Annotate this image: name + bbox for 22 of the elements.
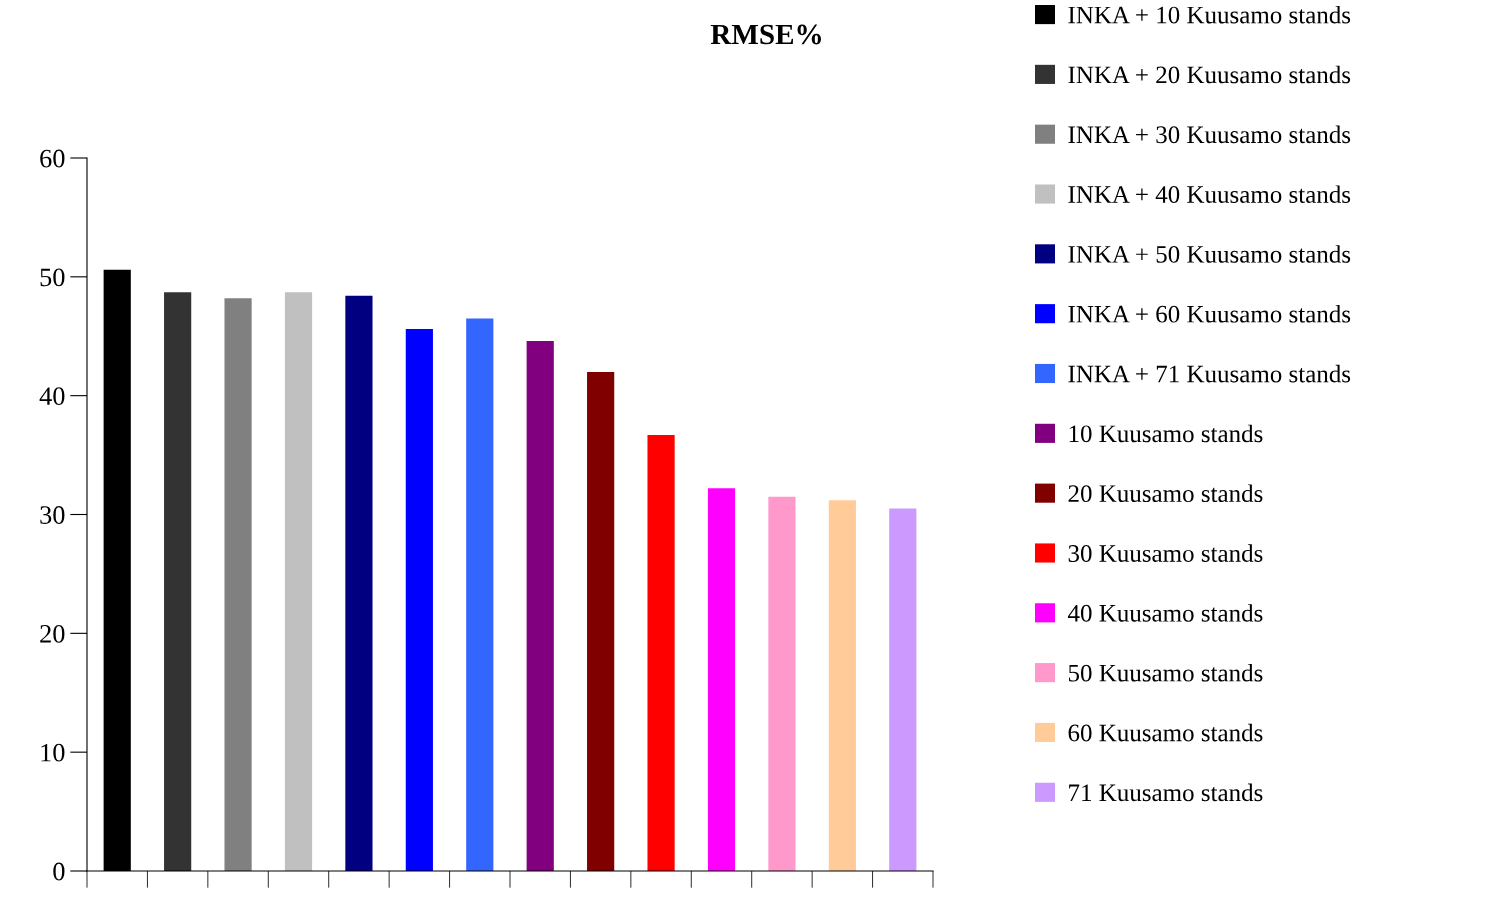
chart-title: RMSE% (710, 24, 821, 45)
legend-label: 10 Kuusamo stands (1069, 424, 1263, 443)
legend-label: 60 Kuusamo stands (1068, 723, 1263, 742)
legend-label: 20 Kuusamo stands (1068, 484, 1263, 503)
y-tick-label: 10 (41, 743, 65, 762)
legend-label: 50 Kuusamo stands (1068, 663, 1263, 682)
y-tick-label: 50 (40, 268, 65, 287)
legend-label: 40 Kuusamo stands (1067, 604, 1263, 622)
legend-label: INKA + 60 Kuusamo stands (1068, 305, 1351, 323)
y-tick-label: 30 (40, 506, 65, 524)
legend-label: INKA + 10 Kuusamo stands (1068, 5, 1351, 24)
legend-label: INKA + 71 Kuusamo stands (1068, 364, 1351, 383)
legend-label: 71 Kuusamo stands (1069, 783, 1263, 802)
y-tick-label: 40 (39, 387, 65, 406)
y-tick-label: 20 (40, 624, 65, 643)
y-tick-label: 60 (40, 149, 65, 168)
legend-label: INKA + 50 Kuusamo stands (1068, 245, 1351, 263)
legend-label: 30 Kuusamo stands (1068, 544, 1263, 562)
y-tick-label: 0 (53, 862, 65, 881)
legend-label: INKA + 40 Kuusamo stands (1068, 185, 1351, 203)
legend-label: INKA + 30 Kuusamo stands (1068, 125, 1351, 144)
legend-label: INKA + 20 Kuusamo stands (1068, 65, 1351, 84)
